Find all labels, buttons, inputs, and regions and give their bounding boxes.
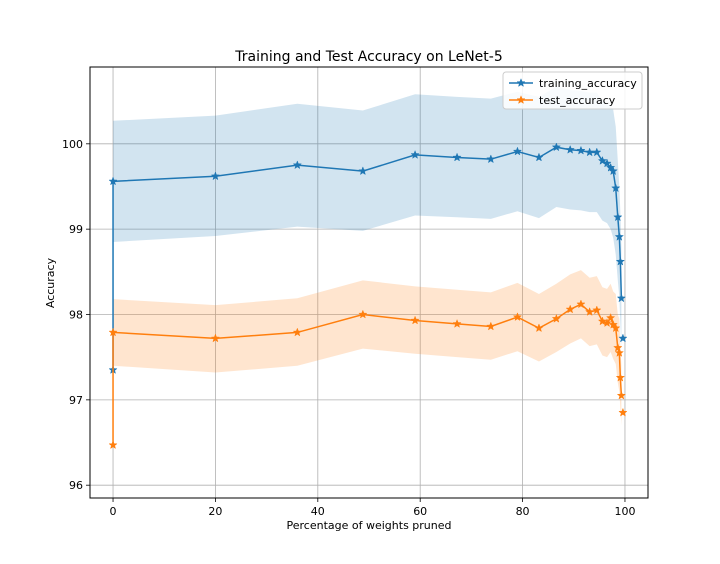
training_accuracy-point (605, 162, 616, 172)
test_accuracy-point (108, 327, 118, 337)
test_accuracy-point (565, 304, 575, 314)
chart-title: Training and Test Accuracy on LeNet-5 (234, 49, 502, 65)
training_accuracy-point (611, 183, 621, 193)
test_accuracy-point (614, 347, 625, 357)
training_accuracy-point (534, 152, 544, 162)
y-tick-label: 96 (69, 479, 83, 492)
test_accuracy-point (605, 313, 616, 322)
training_accuracy-point (616, 293, 627, 303)
y-tick-label: 97 (69, 394, 83, 407)
test_accuracy-point (616, 390, 627, 400)
test_accuracy-point (452, 318, 462, 328)
training_accuracy-point (592, 147, 602, 157)
training_accuracy-point (486, 154, 496, 164)
test_accuracy-band (113, 270, 622, 460)
legend-marker-test_accuracy (516, 95, 526, 104)
axes-frame (89, 66, 649, 499)
training_accuracy-point (608, 166, 618, 176)
test_accuracy-point (615, 372, 626, 382)
test_accuracy-point (613, 342, 623, 352)
training_accuracy-point (108, 176, 118, 186)
y-tick-label: 98 (69, 309, 83, 322)
x-tick-label: 20 (208, 505, 222, 518)
x-tick-label: 60 (413, 505, 427, 518)
plot-area: 0 20 40 60 80 100 96 97 98 99 100 (62, 66, 649, 518)
training_accuracy-point (613, 212, 623, 222)
x-tick-label: 80 (516, 505, 530, 518)
test_accuracy-point (210, 333, 221, 343)
test_accuracy-point (534, 323, 544, 333)
training_accuracy-point (512, 146, 523, 156)
legend-label-training_accuracy: training_accuracy (539, 77, 637, 90)
x-axis-label: Percentage of weights pruned (287, 519, 452, 532)
training_accuracy-point (618, 333, 628, 343)
test_accuracy-point (611, 323, 621, 333)
training_accuracy-point (452, 152, 462, 162)
x-tick-label: 0 (110, 505, 117, 518)
test_accuracy-point (358, 309, 368, 319)
test_accuracy-point (410, 315, 420, 325)
training_accuracy-point (292, 160, 302, 170)
training_accuracy-point (597, 155, 608, 165)
training_accuracy-point (576, 145, 586, 155)
test_accuracy-point (551, 313, 562, 323)
training_accuracy-line (112, 146, 623, 370)
y-tick-label: 100 (62, 138, 83, 151)
test_accuracy-point (512, 312, 523, 322)
training_accuracy-point (410, 149, 420, 159)
training_accuracy-point (358, 166, 368, 176)
training_accuracy-band (113, 86, 622, 400)
training_accuracy-point (615, 256, 626, 266)
training_accuracy-point (565, 144, 575, 154)
test_accuracy-point (576, 299, 586, 309)
x-tick-label: 40 (311, 505, 325, 518)
training_accuracy-point (614, 231, 625, 241)
test_accuracy-point (618, 407, 628, 417)
legend-label-test_accuracy: test_accuracy (539, 94, 616, 107)
y-axis-label: Accuracy (44, 257, 57, 308)
y-tick-label: 99 (69, 223, 83, 236)
test_accuracy-point (602, 318, 612, 328)
training_accuracy-point (551, 142, 562, 152)
test_accuracy-point (597, 316, 608, 326)
test_accuracy-point (108, 440, 118, 450)
legend-box (502, 71, 643, 110)
legend: training_accuracy test_accuracy (502, 71, 643, 110)
test_accuracy-line (112, 303, 623, 446)
test_accuracy-point (592, 305, 602, 315)
x-tick-label: 100 (614, 505, 635, 518)
legend-marker-training_accuracy (516, 78, 526, 87)
training_accuracy-point (210, 171, 221, 181)
test_accuracy-point (584, 307, 595, 316)
test_accuracy-point (292, 327, 302, 337)
test_accuracy-point (608, 319, 618, 329)
test_accuracy-point (486, 321, 496, 331)
training_accuracy-point (602, 158, 612, 168)
